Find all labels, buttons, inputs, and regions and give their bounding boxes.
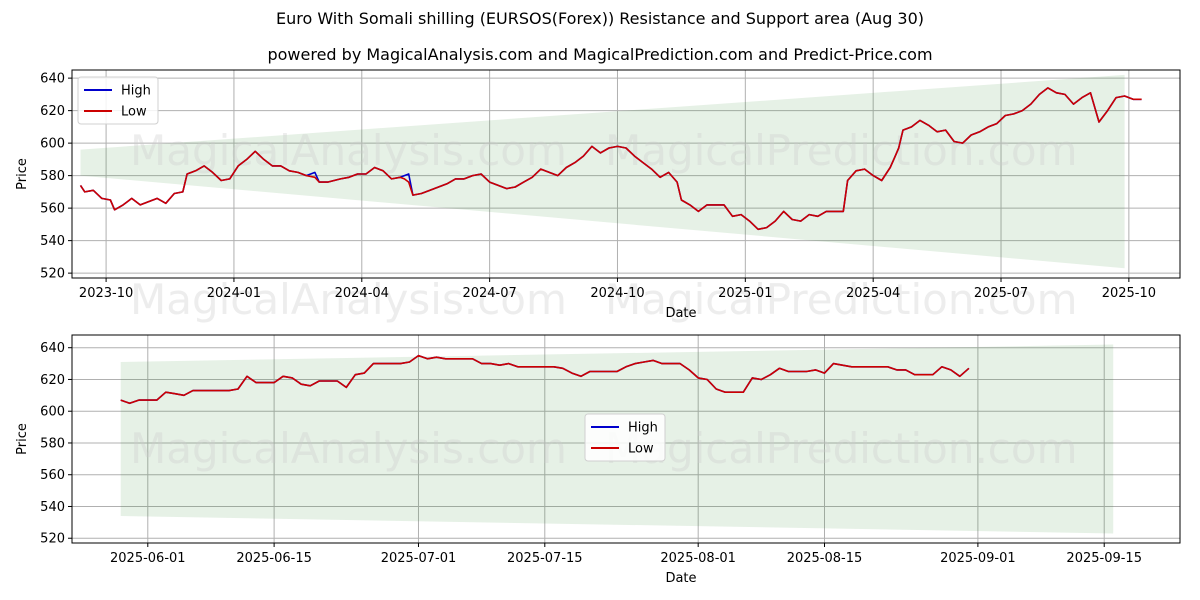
legend-box <box>584 413 666 462</box>
watermark-text: MagicalAnalysis.com <box>130 126 567 175</box>
legend: High Low <box>584 413 666 462</box>
x-tick-label: 2025-07-15 <box>507 551 583 566</box>
y-tick-label: 520 <box>40 267 65 282</box>
watermark-text: MagicalPrediction.com <box>605 424 1078 473</box>
watermark-text: MagicalPrediction.com <box>605 275 1078 324</box>
x-tick-label: 2025-10 <box>1102 286 1156 301</box>
x-tick-label: 2025-01 <box>718 286 772 301</box>
y-tick-label: 640 <box>40 72 65 87</box>
series-line-low <box>79 87 1142 231</box>
x-axis-label: Date <box>665 306 696 321</box>
x-tick-label: 2025-09-15 <box>1066 551 1142 566</box>
x-tick-label: 2024-04 <box>335 286 389 301</box>
legend-label-high: High <box>121 84 151 99</box>
chart-subtitle: powered by MagicalAnalysis.com and Magic… <box>267 45 933 64</box>
x-tick-label: 2023-10 <box>79 286 133 301</box>
support-resistance-band <box>80 74 1125 269</box>
y-tick-label: 520 <box>40 532 65 547</box>
chart-panel-1: MagicalAnalysis.com MagicalPrediction.com… <box>15 69 1181 324</box>
x-tick-label: 2025-07 <box>974 286 1028 301</box>
x-tick-label: 2025-08-15 <box>787 551 863 566</box>
x-tick-label: 2025-07-01 <box>381 551 457 566</box>
y-tick-label: 540 <box>40 234 65 249</box>
x-tick-label: 2024-10 <box>590 286 644 301</box>
y-tick-label: 580 <box>40 169 65 184</box>
plot-frame <box>71 334 1181 544</box>
legend-label-high: High <box>628 421 658 436</box>
x-tick-label: 2025-06-01 <box>110 551 186 566</box>
watermark-text: MagicalPrediction.com <box>605 126 1078 175</box>
y-tick-label: 540 <box>40 500 65 515</box>
series-line-low <box>120 354 970 405</box>
legend: High Low <box>77 76 159 125</box>
y-tick-label: 560 <box>40 202 65 217</box>
plot-frame <box>71 69 1181 279</box>
x-tick-label: 2025-06-15 <box>236 551 312 566</box>
x-tick-label: 2025-04 <box>846 286 900 301</box>
y-tick-label: 620 <box>40 104 65 119</box>
chart-panel-2: MagicalAnalysis.com MagicalPrediction.com… <box>15 334 1181 586</box>
y-tick-label: 580 <box>40 436 65 451</box>
watermark-text: MagicalAnalysis.com <box>130 275 567 324</box>
chart-title: Euro With Somali shilling (EURSOS(Forex)… <box>275 9 925 28</box>
watermark-text: MagicalAnalysis.com <box>130 424 567 473</box>
legend-box <box>77 76 159 125</box>
x-tick-label: 2025-08-01 <box>660 551 736 566</box>
y-tick-label: 560 <box>40 468 65 483</box>
x-axis-label: Date <box>665 571 696 586</box>
x-tick-label: 2024-01 <box>207 286 261 301</box>
legend-label-low: Low <box>628 442 654 457</box>
y-tick-label: 600 <box>40 405 65 420</box>
y-tick-label: 620 <box>40 373 65 388</box>
x-tick-label: 2025-09-01 <box>940 551 1016 566</box>
y-axis-label: Price <box>15 423 30 455</box>
x-tick-label: 2024-07 <box>462 286 516 301</box>
legend-label-low: Low <box>121 105 147 120</box>
y-tick-label: 640 <box>40 341 65 356</box>
y-axis-label: Price <box>15 158 30 190</box>
y-tick-label: 600 <box>40 137 65 152</box>
